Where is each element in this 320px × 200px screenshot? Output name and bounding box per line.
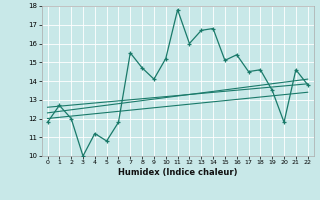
X-axis label: Humidex (Indice chaleur): Humidex (Indice chaleur) <box>118 168 237 177</box>
